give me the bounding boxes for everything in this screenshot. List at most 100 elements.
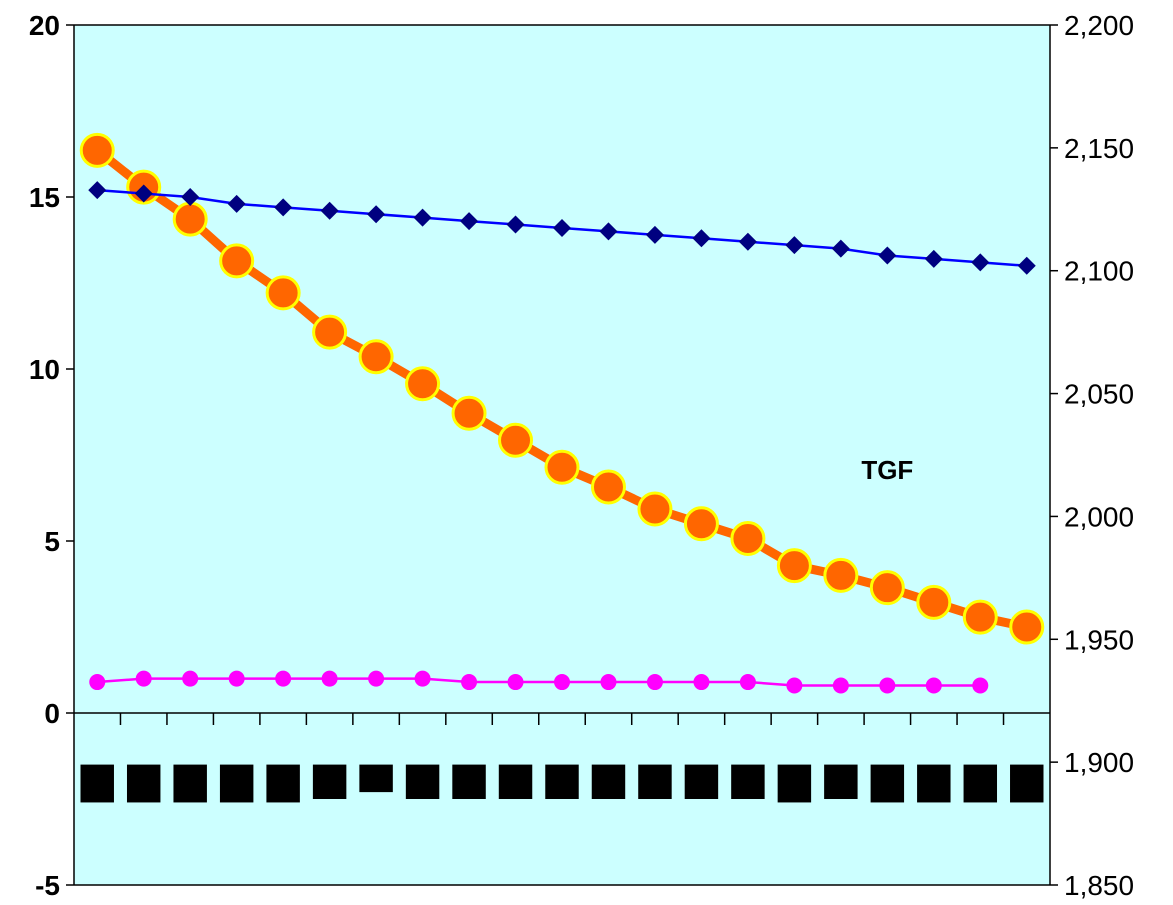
bar-2 <box>126 764 161 803</box>
series-2-point-9 <box>460 212 479 231</box>
bar-10 <box>498 764 533 799</box>
series-2-point-6 <box>320 201 339 220</box>
series-2-point-8 <box>413 208 432 227</box>
series-3-point-14 <box>693 674 710 691</box>
left-tick-label-1: -5 <box>35 870 60 900</box>
bar-9 <box>452 764 486 799</box>
bar-17 <box>824 764 858 799</box>
series-1-point-9 <box>451 395 487 431</box>
series-1-point-3 <box>172 201 208 237</box>
series-2-point-13 <box>645 225 664 244</box>
bar-13 <box>638 764 672 799</box>
axes-group <box>66 24 1058 886</box>
series-2-point-3 <box>181 188 200 206</box>
bar-12 <box>591 764 626 799</box>
series-1-point-18 <box>869 570 905 606</box>
right-tick-label-3: 1,950 <box>1064 624 1134 655</box>
series-3-point-8 <box>414 670 431 687</box>
series-1-point-13 <box>637 491 673 527</box>
series-2-point-2 <box>134 184 153 203</box>
bar-15 <box>731 764 765 799</box>
series-3-point-18 <box>879 677 896 694</box>
right-tick-label-2: 1,900 <box>1064 747 1134 778</box>
series-3-point-4 <box>228 670 245 687</box>
text-group: -5 0 5 10 15 20 1,850 1,900 1,950 2,000 2,050 2,100… <box>29 10 1134 901</box>
series-1-point-5 <box>265 275 301 311</box>
series-2-point-1 <box>88 181 107 200</box>
series-2-point-4 <box>227 194 246 213</box>
series-3-point-16 <box>786 677 803 694</box>
bar-series-group <box>80 764 1044 803</box>
series-2-point-10 <box>506 215 525 234</box>
left-tick-label-3: 5 <box>44 526 60 557</box>
left-tick-label-4: 10 <box>29 354 60 385</box>
series-3-point-13 <box>646 674 663 691</box>
series-3-point-7 <box>368 670 385 687</box>
series-3-point-17 <box>832 677 849 694</box>
bar-16 <box>777 764 812 803</box>
series-3-point-20 <box>972 677 989 694</box>
series-2-point-21 <box>1017 256 1036 275</box>
bar-21 <box>1010 764 1044 803</box>
bar-8 <box>405 764 440 799</box>
bar-7 <box>359 764 393 793</box>
series-1-point-15 <box>730 521 766 557</box>
series-1-point-12 <box>590 469 626 505</box>
bar-1 <box>80 764 114 803</box>
bar-6 <box>312 764 347 799</box>
right-tick-label-4: 2,000 <box>1064 501 1134 532</box>
series-3-point-6 <box>321 670 338 687</box>
series-2-point-18 <box>878 246 897 265</box>
series-2-point-12 <box>599 222 618 241</box>
series-1-point-8 <box>405 366 441 402</box>
right-tick-label-7: 2,150 <box>1064 133 1134 164</box>
series-2-point-14 <box>692 229 711 248</box>
bar-20 <box>963 764 998 803</box>
right-tick-label-8: 2,200 <box>1064 10 1134 41</box>
series-1-point-20 <box>962 599 998 635</box>
series-1-point-1 <box>79 132 115 168</box>
series-1-point-4 <box>219 243 255 279</box>
left-tick-label-2: 0 <box>44 698 60 729</box>
series-2-point-16 <box>785 236 804 255</box>
right-tick-label-6: 2,100 <box>1064 256 1134 287</box>
left-tick-label-6: 20 <box>29 10 60 41</box>
bar-14 <box>684 764 719 799</box>
line-series-group <box>79 132 1045 694</box>
series-1-point-21 <box>1009 609 1045 645</box>
series-2-point-19 <box>924 249 943 268</box>
series-3-point-2 <box>135 670 152 687</box>
bar-18 <box>870 764 905 803</box>
series-2-point-7 <box>367 205 386 224</box>
series-3-point-10 <box>507 674 524 691</box>
left-tick-label-5: 15 <box>29 182 60 213</box>
series-3-point-12 <box>600 674 617 691</box>
series-3-point-19 <box>925 677 942 694</box>
series-3-point-15 <box>739 674 756 691</box>
bar-5 <box>266 764 300 803</box>
bar-11 <box>545 764 579 799</box>
bar-19 <box>917 764 951 803</box>
bar-4 <box>219 764 254 803</box>
series-1-point-14 <box>683 506 719 542</box>
right-tick-label-5: 2,050 <box>1064 379 1134 410</box>
series-1-point-6 <box>312 314 348 350</box>
series-3-point-5 <box>275 670 292 687</box>
bar-3 <box>173 764 207 803</box>
series-3-point-11 <box>554 674 570 691</box>
right-tick-label-1: 1,850 <box>1064 870 1134 900</box>
series-2-point-5 <box>274 198 293 217</box>
series-1-point-16 <box>776 548 812 584</box>
series-1-point-17 <box>823 557 859 593</box>
series-2-point-11 <box>553 218 571 237</box>
series-3-point-9 <box>461 674 478 691</box>
series-1-point-7 <box>358 339 394 375</box>
series-2-point-15 <box>738 232 757 251</box>
series-2-point-17 <box>831 239 850 258</box>
series-3-point-1 <box>89 674 106 691</box>
series-1-point-11 <box>544 449 580 485</box>
series-1-point-19 <box>916 584 952 620</box>
series-3-point-3 <box>182 670 199 687</box>
